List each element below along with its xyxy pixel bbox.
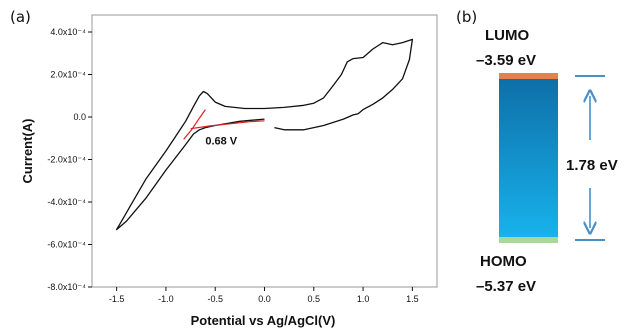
homo-value: –5.37 eV bbox=[476, 278, 536, 295]
x-tick-label: 1.0 bbox=[357, 294, 370, 304]
energy-level-diagram: LUMO –3.59 eV 1.78 eV HOMO –5.37 eV bbox=[476, 27, 618, 295]
y-tick-label: 0.0 bbox=[73, 112, 86, 122]
lumo-value: –3.59 eV bbox=[476, 52, 536, 69]
lumo-level-band bbox=[499, 73, 558, 79]
x-axis-ticks: -1.5 -1.0 -0.5 0.0 0.5 1.0 1.5 bbox=[109, 287, 419, 304]
y-tick-label: -2.0x10⁻⁴ bbox=[47, 155, 86, 165]
x-tick-label: 0.0 bbox=[258, 294, 271, 304]
x-axis-label: Potential vs Ag/AgCl(V) bbox=[191, 313, 336, 328]
band-gap-label: 1.78 eV bbox=[566, 157, 618, 174]
onset-baseline-fit bbox=[190, 120, 265, 130]
cv-curve bbox=[115, 38, 414, 231]
y-tick-label: -8.0x10⁻⁴ bbox=[47, 282, 86, 292]
cv-plot: 4.0x10⁻⁴ 2.0x10⁻⁴ 0.0 -2.0x10⁻⁴ -4.0x10⁻⁴ -6.… bbox=[47, 14, 438, 304]
x-tick-label: -1.5 bbox=[109, 294, 125, 304]
y-tick-label: -6.0x10⁻⁴ bbox=[47, 240, 86, 250]
panel-a-label: (a) bbox=[10, 8, 31, 26]
x-tick-label: 1.5 bbox=[406, 294, 419, 304]
onset-annotation: 0.68 V bbox=[205, 136, 237, 148]
x-tick-label: 0.5 bbox=[308, 294, 321, 304]
homo-label: HOMO bbox=[480, 253, 527, 270]
y-tick-label: -4.0x10⁻⁴ bbox=[47, 197, 86, 207]
x-tick-label: -1.0 bbox=[158, 294, 174, 304]
x-tick-label: -0.5 bbox=[207, 294, 223, 304]
y-tick-label: 2.0x10⁻⁴ bbox=[50, 70, 86, 80]
cv-series bbox=[115, 38, 414, 231]
y-tick-label: 4.0x10⁻⁴ bbox=[50, 27, 86, 37]
y-axis-ticks: 4.0x10⁻⁴ 2.0x10⁻⁴ 0.0 -2.0x10⁻⁴ -4.0x10⁻⁴ -6.… bbox=[47, 27, 92, 292]
band-gap-bar bbox=[499, 79, 558, 237]
plot-frame bbox=[91, 14, 438, 288]
y-axis-label: Current(A) bbox=[20, 119, 35, 184]
homo-level-band bbox=[499, 237, 558, 243]
onset-tangent-fit bbox=[183, 109, 206, 140]
panel-b-label: (b) bbox=[456, 8, 477, 26]
lumo-label: LUMO bbox=[485, 27, 529, 44]
